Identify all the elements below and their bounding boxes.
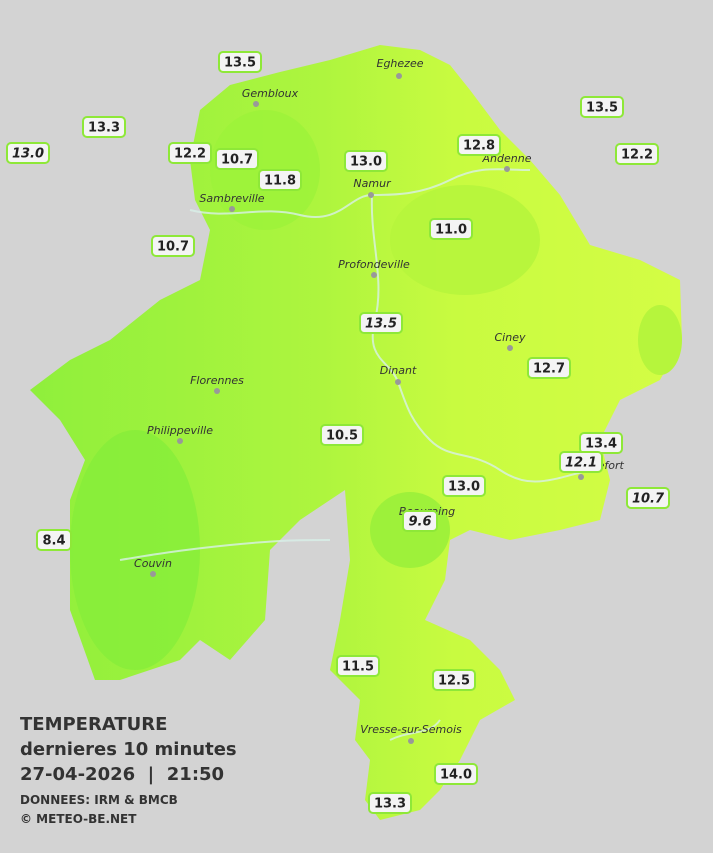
station-value: 13.5 <box>224 56 256 71</box>
station-box <box>344 150 388 172</box>
station-value: 12.2 <box>174 147 206 162</box>
station-value: 10.7 <box>632 492 665 507</box>
zone <box>638 305 682 375</box>
station-box <box>402 510 438 532</box>
station-value: 13.0 <box>448 480 480 495</box>
station-box <box>429 218 473 240</box>
timestamp: 27-04-2026 | 21:50 <box>20 764 224 785</box>
station-value: 13.5 <box>586 101 618 116</box>
station-value: 14.0 <box>440 768 472 783</box>
station-box <box>320 424 364 446</box>
city-dot <box>408 738 414 744</box>
city-name: Profondeville <box>338 258 410 271</box>
station-box <box>626 487 670 509</box>
city-dot <box>214 388 220 394</box>
station-value: 12.2 <box>621 148 653 163</box>
station-box <box>82 116 126 138</box>
city-name: Namur <box>353 177 392 190</box>
station-box <box>457 134 501 156</box>
city-name: Florennes <box>190 374 244 387</box>
station-value: 10.5 <box>326 429 358 444</box>
station-box <box>218 51 262 73</box>
station-value: 10.7 <box>157 240 189 255</box>
city-name: Sambreville <box>199 192 264 205</box>
station-value: 11.8 <box>264 174 296 189</box>
station-box <box>442 475 486 497</box>
credit: © METEO-BE.NET <box>20 812 137 826</box>
city-name: Couvin <box>134 557 172 570</box>
city-dot <box>177 438 183 444</box>
station-box <box>368 792 412 814</box>
station-box <box>359 312 403 334</box>
station-value: 13.0 <box>350 155 382 170</box>
station-box <box>168 142 212 164</box>
station-box <box>432 669 476 691</box>
station-box <box>559 451 603 473</box>
labels: EghezeeGemblouxSambrevilleNamurAndennePr… <box>6 51 670 814</box>
subtitle: dernieres 10 minutes <box>20 739 237 760</box>
station-value: 8.4 <box>42 534 65 549</box>
station-value: 11.0 <box>435 223 467 238</box>
station-value: 11.5 <box>342 660 374 675</box>
station-box <box>258 169 302 191</box>
city-dot <box>368 192 374 198</box>
station-value: 13.0 <box>12 147 44 162</box>
city-dot <box>150 571 156 577</box>
city-name: Gembloux <box>242 87 299 100</box>
station-box <box>580 96 624 118</box>
station-box <box>215 148 259 170</box>
station-box <box>6 142 50 164</box>
station-box <box>615 143 659 165</box>
station-value: 13.4 <box>585 437 617 452</box>
station-box <box>527 357 571 379</box>
city-dot <box>253 101 259 107</box>
station-value: 12.5 <box>438 674 470 689</box>
zone <box>70 430 200 670</box>
city-name: Vresse-sur-Semois <box>360 723 462 736</box>
station-box <box>151 235 195 257</box>
station-value: 12.8 <box>463 139 495 154</box>
station-box <box>336 655 380 677</box>
station-value: 12.7 <box>533 362 565 377</box>
city-dot <box>371 272 377 278</box>
source: DONNEES: IRM & BMCB <box>20 793 178 807</box>
city-name: Ciney <box>495 331 526 344</box>
city-dot <box>395 379 401 385</box>
city-name: Eghezee <box>377 57 424 70</box>
station-value: 9.6 <box>408 515 431 530</box>
title: TEMPERATURE <box>20 714 167 735</box>
station-value: 13.5 <box>365 317 397 332</box>
station-box <box>434 763 478 785</box>
city-name: Philippeville <box>147 424 213 437</box>
station-value: 10.7 <box>221 153 253 168</box>
station-value: 12.1 <box>565 456 597 471</box>
city-dot <box>396 73 402 79</box>
station-value: 13.3 <box>88 121 120 136</box>
city-dot <box>578 474 584 480</box>
city-dot <box>504 166 510 172</box>
city-dot <box>507 345 513 351</box>
station-value: 13.3 <box>374 797 406 812</box>
station-box <box>36 529 72 551</box>
city-name: Dinant <box>380 364 417 377</box>
city-dot <box>229 206 235 212</box>
